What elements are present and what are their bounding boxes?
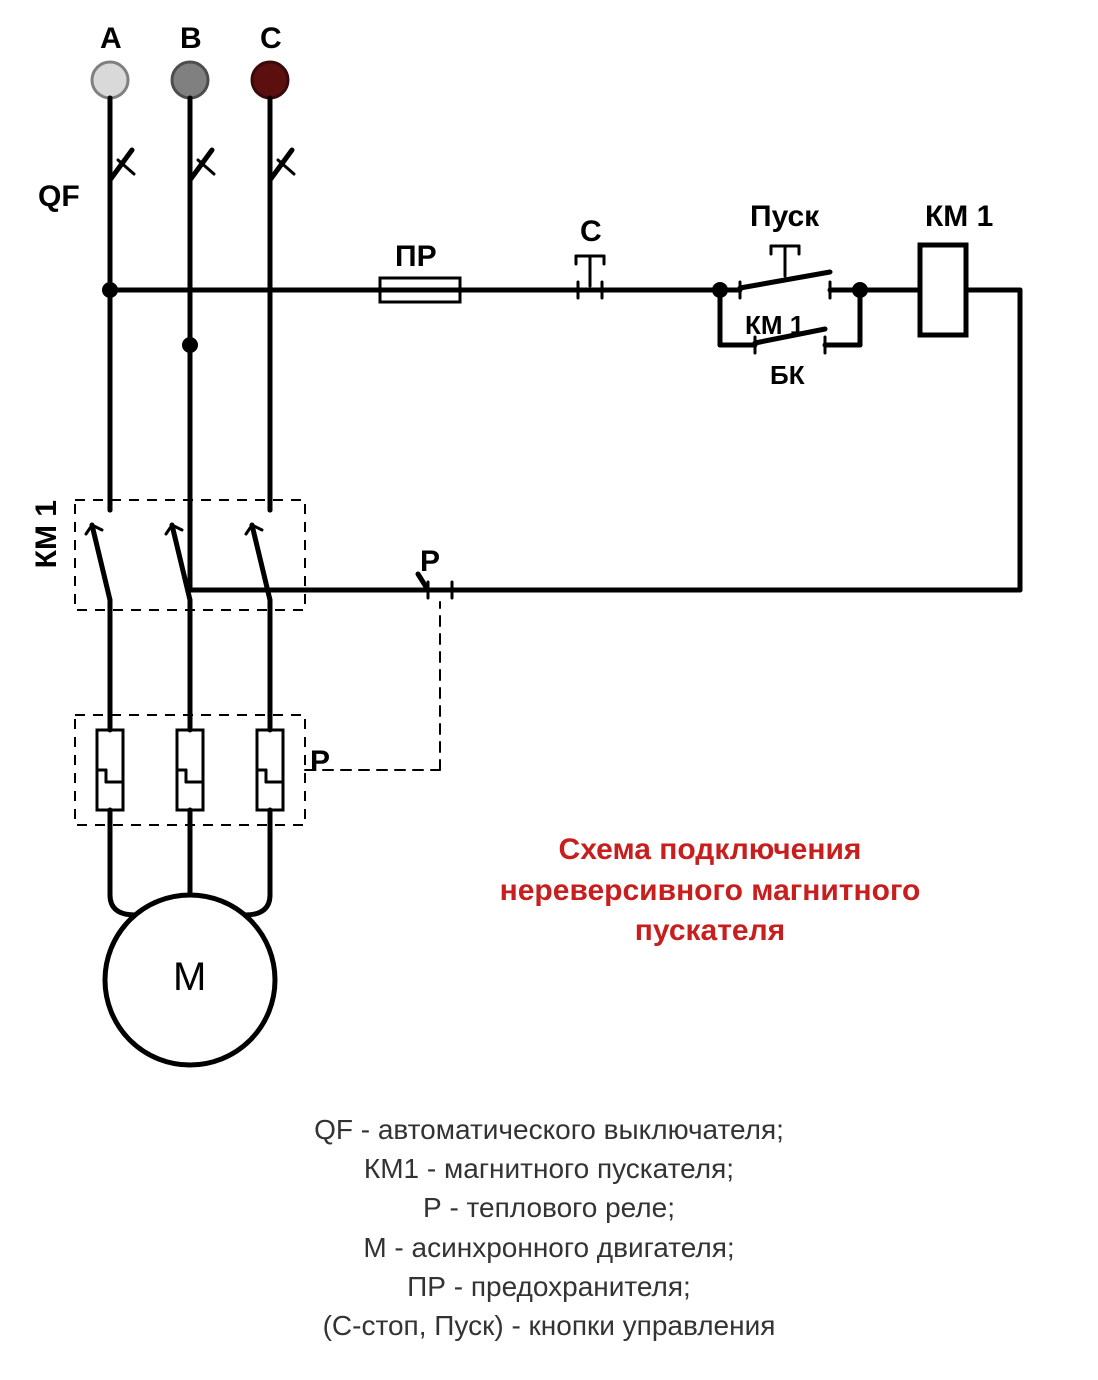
pusk-label: Пуск <box>750 200 819 234</box>
legend-line-km1: КМ1 - магнитного пускателя; <box>0 1149 1098 1188</box>
phase-b-label: В <box>180 22 202 56</box>
title-line-1: Схема подключения <box>400 830 1020 871</box>
legend-line-qf: QF - автоматического выключателя; <box>0 1110 1098 1149</box>
p-side-label: Р <box>310 745 330 779</box>
p-ctrl-label: Р <box>420 545 440 579</box>
phase-a-label: А <box>100 22 122 56</box>
motor-label: М <box>173 955 206 1000</box>
phase-c-label: С <box>260 22 282 56</box>
legend-line-pr: ПР - предохранителя; <box>0 1267 1098 1306</box>
km1-side-label: КМ 1 <box>30 500 64 568</box>
legend-block: QF - автоматического выключателя; КМ1 - … <box>0 1110 1098 1345</box>
legend-line-btn: (С-стоп, Пуск) - кнопки управления <box>0 1306 1098 1345</box>
legend-line-m: М - асинхронного двигателя; <box>0 1228 1098 1267</box>
diagram-title: Схема подключения нереверсивного магнитн… <box>400 830 1020 952</box>
km1-coil-label: КМ 1 <box>925 200 993 234</box>
bk-label: БК <box>770 360 805 391</box>
title-line-2: нереверсивного магнитного <box>400 871 1020 912</box>
km1-aux-label: КМ 1 <box>745 310 804 341</box>
legend-line-p: Р - теплового реле; <box>0 1188 1098 1227</box>
pr-label: ПР <box>395 240 437 274</box>
title-line-3: пускателя <box>400 911 1020 952</box>
qf-label: QF <box>38 180 80 214</box>
c-stop-label: С <box>580 215 602 249</box>
